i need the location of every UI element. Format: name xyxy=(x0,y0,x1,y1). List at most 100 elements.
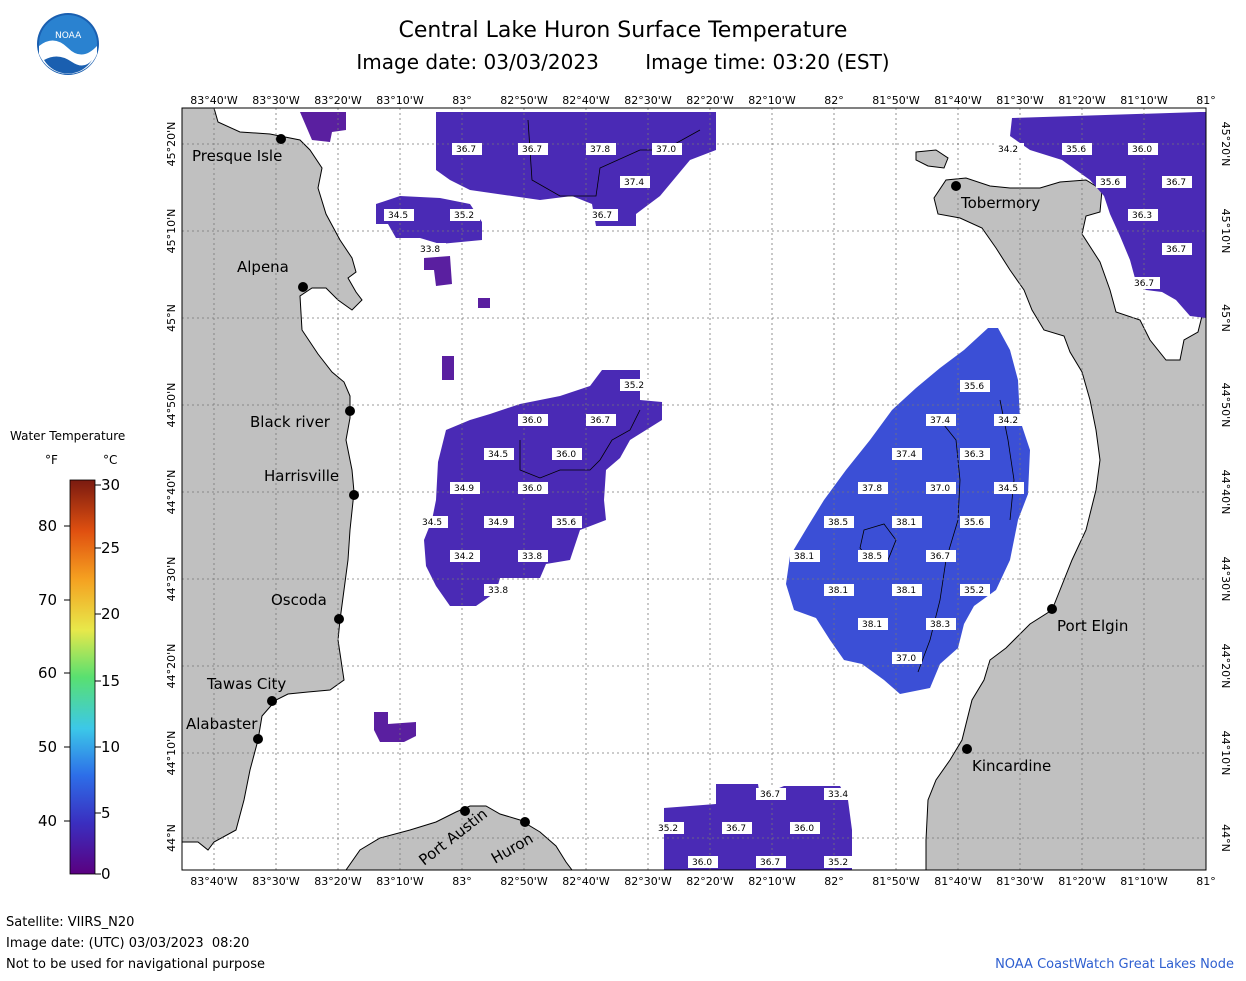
legend-f-60: 60 xyxy=(38,664,57,682)
temp-label: 33.8 xyxy=(484,584,514,596)
lat-label-left: 44°10'N xyxy=(165,731,178,776)
temp-label: 35.2 xyxy=(824,856,854,868)
svg-text:37.8: 37.8 xyxy=(862,484,882,494)
lon-label-bottom: 82°50'W xyxy=(500,875,548,888)
svg-text:38.1: 38.1 xyxy=(896,518,916,528)
lat-label-left: 44°50'N xyxy=(165,383,178,428)
temp-label: 34.5 xyxy=(384,209,414,221)
place-presque-isle: Presque Isle xyxy=(192,147,282,165)
lat-label-left: 44°20'N xyxy=(165,644,178,689)
lon-label-bottom: 81°40'W xyxy=(934,875,982,888)
lat-label-left: 45°20'N xyxy=(165,122,178,167)
lon-label-bottom: 81°10'W xyxy=(1120,875,1168,888)
svg-text:36.3: 36.3 xyxy=(1132,211,1152,221)
place-port-elgin: Port Elgin xyxy=(1057,617,1128,635)
temp-label: 36.0 xyxy=(790,822,820,834)
temp-label: 36.0 xyxy=(1128,143,1158,155)
lon-label-top: 81°10'W xyxy=(1120,94,1168,107)
temp-label: 36.0 xyxy=(518,414,548,426)
legend-c-20: 20 xyxy=(101,605,120,623)
temp-label: 36.7 xyxy=(588,209,618,221)
svg-text:36.0: 36.0 xyxy=(692,858,712,868)
kincardine-marker xyxy=(962,744,972,754)
footer-satellite: Satellite: VIIRS_N20 xyxy=(6,915,135,930)
svg-text:33.8: 33.8 xyxy=(420,245,440,255)
temp-label: 36.7 xyxy=(452,143,482,155)
temp-label: 34.5 xyxy=(484,448,514,460)
lat-label-left: 44°40'N xyxy=(165,470,178,515)
huron-marker xyxy=(520,817,530,827)
longitude-labels-top: 83°40'W 83°30'W 83°20'W 83°10'W 83° 82°50'W 82… xyxy=(190,94,1215,107)
svg-text:36.3: 36.3 xyxy=(964,450,984,460)
temp-label: 34.2 xyxy=(994,414,1024,426)
svg-text:36.0: 36.0 xyxy=(1132,145,1152,155)
lat-label-right: 44°50'N xyxy=(1219,383,1232,428)
svg-text:34.5: 34.5 xyxy=(422,518,442,528)
lon-label-bottom: 82°30'W xyxy=(624,875,672,888)
lat-label-right: 44°N xyxy=(1219,824,1232,852)
svg-text:36.0: 36.0 xyxy=(522,484,542,494)
svg-text:33.8: 33.8 xyxy=(522,552,542,562)
lon-label-top: 83° xyxy=(452,94,472,107)
svg-text:37.4: 37.4 xyxy=(624,178,644,188)
legend-f-40: 40 xyxy=(38,812,57,830)
svg-text:34.9: 34.9 xyxy=(488,518,508,528)
svg-text:33.8: 33.8 xyxy=(488,586,508,596)
alpena-marker xyxy=(298,282,308,292)
temp-label: 37.8 xyxy=(586,143,616,155)
svg-text:36.7: 36.7 xyxy=(592,211,612,221)
place-tawas-city: Tawas City xyxy=(206,675,286,693)
island xyxy=(915,149,949,169)
port-elgin-marker xyxy=(1047,604,1057,614)
legend-c-10: 10 xyxy=(101,738,120,756)
svg-text:37.4: 37.4 xyxy=(896,450,916,460)
temp-label: 35.6 xyxy=(1096,176,1126,188)
temp-label: 34.2 xyxy=(994,143,1024,155)
temp-label: 37.0 xyxy=(926,482,956,494)
lon-label-bottom: 81°20'W xyxy=(1058,875,1106,888)
svg-text:36.7: 36.7 xyxy=(760,790,780,800)
temp-label: 38.1 xyxy=(824,584,854,596)
temp-label: 35.6 xyxy=(960,380,990,392)
footer-credit: NOAA CoastWatch Great Lakes Node xyxy=(995,957,1234,972)
svg-text:36.7: 36.7 xyxy=(456,145,476,155)
harrisville-marker xyxy=(349,490,359,500)
svg-text:36.0: 36.0 xyxy=(794,824,814,834)
svg-text:38.1: 38.1 xyxy=(828,586,848,596)
image-time: Image time: 03:20 (EST) xyxy=(645,50,890,74)
lon-label-bottom: 81° xyxy=(1196,875,1216,888)
alabaster-marker xyxy=(253,734,263,744)
temp-label: 36.7 xyxy=(1162,176,1192,188)
svg-text:37.0: 37.0 xyxy=(656,145,676,155)
temp-label: 38.1 xyxy=(858,618,888,630)
svg-text:36.7: 36.7 xyxy=(1166,245,1186,255)
svg-text:35.2: 35.2 xyxy=(658,824,678,834)
tobermory-marker xyxy=(951,181,961,191)
temp-label: 36.7 xyxy=(518,143,548,155)
lon-label-top: 81° xyxy=(1196,94,1216,107)
lon-label-top: 83°10'W xyxy=(376,94,424,107)
footer-disclaimer: Not to be used for navigational purpose xyxy=(6,957,266,972)
noaa-logo: NOAA xyxy=(37,13,99,75)
temp-label: 35.2 xyxy=(654,822,684,834)
map-title: Central Lake Huron Surface Temperature xyxy=(398,18,848,43)
temp-label: 38.1 xyxy=(790,550,820,562)
lon-label-bottom: 83° xyxy=(452,875,472,888)
temp-label: 36.7 xyxy=(1162,243,1192,255)
lon-label-top: 82° xyxy=(824,94,844,107)
temp-label: 37.4 xyxy=(620,176,650,188)
lat-label-right: 44°20'N xyxy=(1219,644,1232,689)
temp-label: 36.7 xyxy=(1130,277,1160,289)
svg-text:38.3: 38.3 xyxy=(930,620,950,630)
image-date: Image date: 03/03/2023 xyxy=(356,50,599,74)
svg-text:36.0: 36.0 xyxy=(522,416,542,426)
lon-label-top: 83°20'W xyxy=(314,94,362,107)
latitude-labels-left: 45°20'N 45°10'N 45°N 44°50'N 44°40'N 44°30'N 4… xyxy=(165,122,178,852)
lon-label-top: 82°20'W xyxy=(686,94,734,107)
temp-label: 34.5 xyxy=(418,516,448,528)
svg-text:37.0: 37.0 xyxy=(896,654,916,664)
lat-label-left: 44°30'N xyxy=(165,557,178,602)
temp-label: 36.3 xyxy=(960,448,990,460)
lon-label-top: 81°20'W xyxy=(1058,94,1106,107)
